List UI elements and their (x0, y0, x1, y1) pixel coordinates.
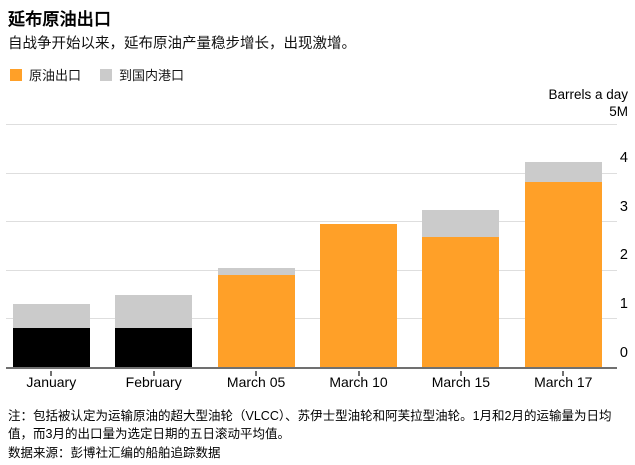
x-axis-label-march-10: March 10 (329, 374, 388, 390)
y-axis-tick-label-1: 1 (619, 295, 628, 312)
y-axis-tick-label-4: 4 (619, 150, 628, 167)
legend-item-crude-exports: 原油出口 (10, 65, 81, 84)
legend: 原油出口 到国内港口 (10, 65, 184, 84)
gridline-3 (6, 221, 617, 223)
x-axis-label-march-15: March 15 (431, 374, 491, 390)
y-axis-tick-label-0: 0 (619, 344, 628, 361)
bar-domestic-march-17 (524, 161, 602, 182)
bar-domestic-january (12, 303, 90, 329)
y-axis-max-label: 5M (609, 103, 628, 119)
x-tick-march-05 (255, 371, 258, 376)
legend-swatch-crude-exports-icon (10, 68, 22, 81)
bar-domestic-march-05 (217, 268, 295, 275)
y-axis-unit-label: Barrels a day (548, 87, 628, 102)
x-tick-january (50, 371, 53, 376)
x-tick-march-15 (459, 371, 462, 376)
bar-domestic-february (115, 295, 193, 328)
legend-swatch-domestic-ports-icon (100, 68, 113, 81)
gridline-2 (6, 269, 617, 271)
y-axis-header: Barrels a day 5M (548, 87, 628, 120)
legend-label-crude-exports: 原油出口 (29, 68, 82, 83)
y-axis-tick-label-3: 3 (619, 198, 628, 215)
chart-subtitle: 自战争开始以来，延布原油产量稳步增长，出现激增。 (8, 36, 356, 52)
gridline-4 (6, 172, 617, 174)
gridline-5 (6, 124, 617, 125)
y-axis-tick-label-2: 2 (619, 247, 628, 264)
bar-exports-march-15 (422, 237, 500, 367)
x-tick-march-17 (562, 371, 565, 376)
bar-exports-march-17 (524, 181, 602, 367)
x-axis-label-february: February (125, 374, 182, 390)
page-title: 延布原油出口 (8, 10, 112, 29)
bar-exports-february (115, 327, 193, 367)
x-tick-february (152, 371, 155, 376)
legend-item-domestic-ports: 到国内港口 (100, 65, 184, 84)
legend-label-domestic-ports: 到国内港口 (119, 68, 185, 83)
bar-exports-march-05 (217, 274, 295, 367)
bar-exports-march-10 (320, 223, 397, 367)
x-axis-label-january: January (26, 374, 77, 390)
plot-area (6, 124, 617, 376)
footnote-source: 数据来源：彭博社汇编的船舶追踪数据 (8, 445, 221, 460)
footnote: 注：包括被认定为运输原油的超大型油轮（VLCC）、苏伊士型油轮和阿芙拉型油轮。1… (8, 407, 630, 462)
footnote-note: 注：包括被认定为运输原油的超大型油轮（VLCC）、苏伊士型油轮和阿芙拉型油轮。1… (8, 409, 612, 442)
bar-domestic-march-15 (422, 210, 500, 238)
x-axis-label-march-17: March 17 (534, 374, 593, 390)
x-tick-march-10 (357, 371, 360, 376)
bar-exports-january (12, 328, 90, 367)
gridline-1 (6, 318, 617, 320)
x-axis-label-march-05: March 05 (226, 374, 286, 390)
